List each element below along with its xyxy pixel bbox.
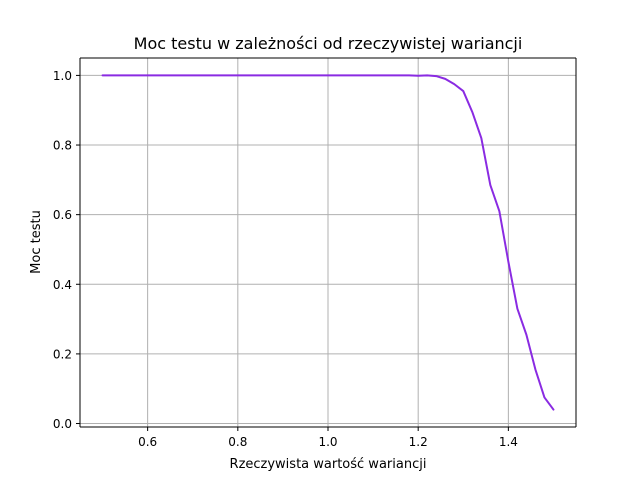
x-axis-label: Rzeczywista wartość wariancji xyxy=(230,457,427,472)
y-tick-label: 0.6 xyxy=(53,208,72,222)
y-tick-label: 1.0 xyxy=(53,69,72,83)
y-axis-label: Moc testu xyxy=(29,210,44,274)
y-tick-label: 0.2 xyxy=(53,347,72,361)
ticks: 0.6 0.8 1.0 1.2 1.4 0.0 0.2 0.4 0.6 0.8 1.0 xyxy=(53,69,518,449)
x-tick-label: 1.2 xyxy=(409,435,428,449)
chart-title: Moc testu w zależności od rzeczywistej w… xyxy=(134,34,523,53)
x-tick-label: 0.6 xyxy=(138,435,157,449)
x-tick-label: 1.4 xyxy=(499,435,518,449)
series-layer xyxy=(101,74,555,411)
y-tick-label: 0.0 xyxy=(53,417,72,431)
series-line xyxy=(101,74,555,411)
y-tick-label: 0.4 xyxy=(53,278,72,292)
x-tick-label: 0.8 xyxy=(228,435,247,449)
y-tick-label: 0.8 xyxy=(53,139,72,153)
x-tick-label: 1.0 xyxy=(318,435,337,449)
